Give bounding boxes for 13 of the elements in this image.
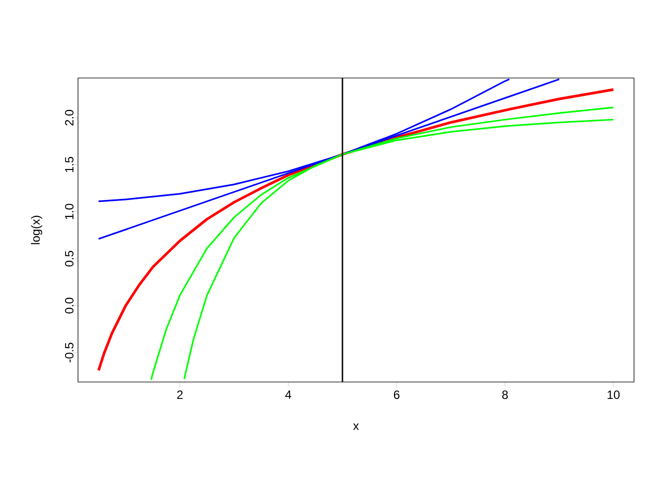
x-tick-label: 8 <box>502 390 508 399</box>
y-tick-label: 0.0 <box>65 298 74 314</box>
y-tick-label: -0.5 <box>65 342 74 362</box>
y-tick-label: 1.5 <box>65 156 74 172</box>
x-tick-label: 10 <box>608 390 620 399</box>
x-tick-label: 2 <box>177 390 183 399</box>
y-tick-label: 1.0 <box>65 204 74 220</box>
y-tick-label: 0.5 <box>65 250 74 266</box>
y-axis-title: log(x) <box>31 216 42 244</box>
x-tick-label: 6 <box>394 390 400 399</box>
y-tick-label: 2.0 <box>65 110 74 126</box>
x-tick-label: 4 <box>285 390 292 399</box>
x-axis-title: x <box>353 424 359 430</box>
